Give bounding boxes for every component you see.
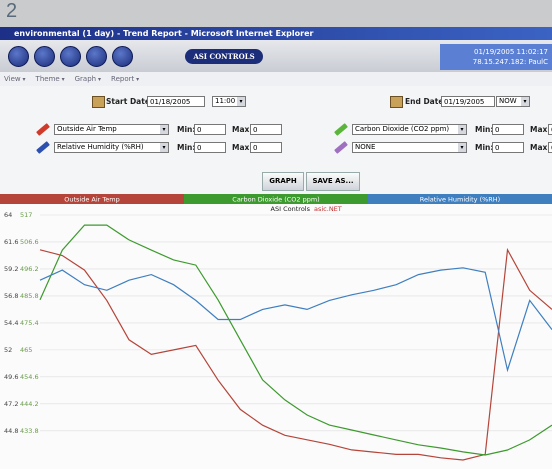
y-tick-label: 59.2	[4, 265, 18, 273]
start-time[interactable]: 11:00	[212, 96, 246, 107]
calendar-icon[interactable]	[92, 96, 105, 108]
y2-tick-label: 496.2	[20, 265, 39, 273]
y2-tick-label: 475.4	[20, 319, 39, 327]
y2-tick-label: 506.6	[20, 238, 39, 246]
max-input[interactable]: 0	[250, 142, 282, 153]
legend-label: Carbon Dioxide (CO2 ppm)	[232, 196, 319, 204]
max-input[interactable]: 0	[548, 142, 552, 153]
y-tick-label: 52	[4, 346, 12, 354]
y-tick-label: 47.2	[4, 400, 18, 408]
y2-tick-label: 517	[20, 211, 32, 219]
info-button[interactable]	[112, 46, 133, 67]
menu-item[interactable]: Graph	[75, 75, 101, 83]
start-date[interactable]: 01/18/2005	[147, 96, 205, 107]
end-time[interactable]: NOW	[496, 96, 530, 107]
min-input[interactable]: 0	[492, 142, 524, 153]
forward-button[interactable]	[34, 46, 55, 67]
min-input[interactable]: 0	[194, 142, 226, 153]
point-select[interactable]: Outside Air Temp	[54, 124, 169, 135]
min-label: Min:	[177, 125, 195, 134]
alarm-button[interactable]	[86, 46, 107, 67]
y2-tick-label: 433.8	[20, 427, 39, 435]
point-select[interactable]: NONE	[352, 142, 467, 153]
menu-item[interactable]: View	[4, 75, 26, 83]
datetime: 01/19/2005 11:02:17	[440, 47, 548, 57]
y2-tick-label: 485.8	[20, 292, 39, 300]
save-button[interactable]: SAVE AS...	[306, 172, 360, 191]
toolbar: ASI CONTROLS 01/19/2005 11:02:17 78.15.2…	[0, 40, 552, 72]
menu-bar: View Theme Graph Report	[0, 72, 552, 86]
end-date[interactable]: 01/19/2005	[441, 96, 495, 107]
legend-label: Relative Humidity (%RH)	[420, 196, 500, 204]
point-select[interactable]: Carbon Dioxide (CO2 ppm)	[352, 124, 467, 135]
session-info: 01/19/2005 11:02:17 78.15.247.182: PaulC	[440, 44, 552, 70]
back-button[interactable]	[8, 46, 29, 67]
y-tick-label: 54.4	[4, 319, 18, 327]
menu-item[interactable]: Report	[111, 75, 139, 83]
chart-subtitle: asic.NET	[314, 205, 342, 213]
y2-tick-label: 444.2	[20, 400, 39, 408]
min-input[interactable]: 0	[194, 124, 226, 135]
page-number: 2	[6, 0, 17, 23]
screenshot: 2 environmental (1 day) - Trend Report -…	[0, 0, 552, 469]
min-label: Min:	[475, 125, 493, 134]
chart: ASI Controls asic.NET Outside Air Temp Ca…	[0, 194, 552, 469]
home-button[interactable]	[60, 46, 81, 67]
calendar-icon[interactable]	[390, 96, 403, 108]
min-label: Min:	[177, 143, 195, 152]
menu-item[interactable]: Theme	[36, 75, 65, 83]
logo: ASI CONTROLS	[185, 49, 263, 64]
max-input[interactable]: 0	[250, 124, 282, 135]
pencil-icon	[334, 141, 348, 154]
session: 78.15.247.182: PaulC	[440, 57, 548, 67]
pencil-icon	[36, 123, 50, 136]
window-title: environmental (1 day) - Trend Report - M…	[0, 27, 552, 40]
y2-tick-label: 454.6	[20, 373, 39, 381]
chart-background	[0, 204, 552, 469]
y-tick-label: 49.6	[4, 373, 18, 381]
legend-label: Outside Air Temp	[64, 196, 119, 204]
point-select[interactable]: Relative Humidity (%RH)	[54, 142, 169, 153]
chart-title: ASI Controls	[271, 205, 311, 213]
min-input[interactable]: 0	[492, 124, 524, 135]
pencil-icon	[36, 141, 50, 154]
y-tick-label: 61.6	[4, 238, 18, 246]
y-tick-label: 44.8	[4, 427, 18, 435]
min-label: Min:	[475, 143, 493, 152]
y2-tick-label: 465	[20, 346, 32, 354]
pencil-icon	[334, 123, 348, 136]
start-label: Start Date:	[106, 97, 153, 106]
y-tick-label: 56.8	[4, 292, 18, 300]
y-tick-label: 64	[4, 211, 12, 219]
graph-button[interactable]: GRAPH	[262, 172, 304, 191]
max-input[interactable]: 0	[548, 124, 552, 135]
